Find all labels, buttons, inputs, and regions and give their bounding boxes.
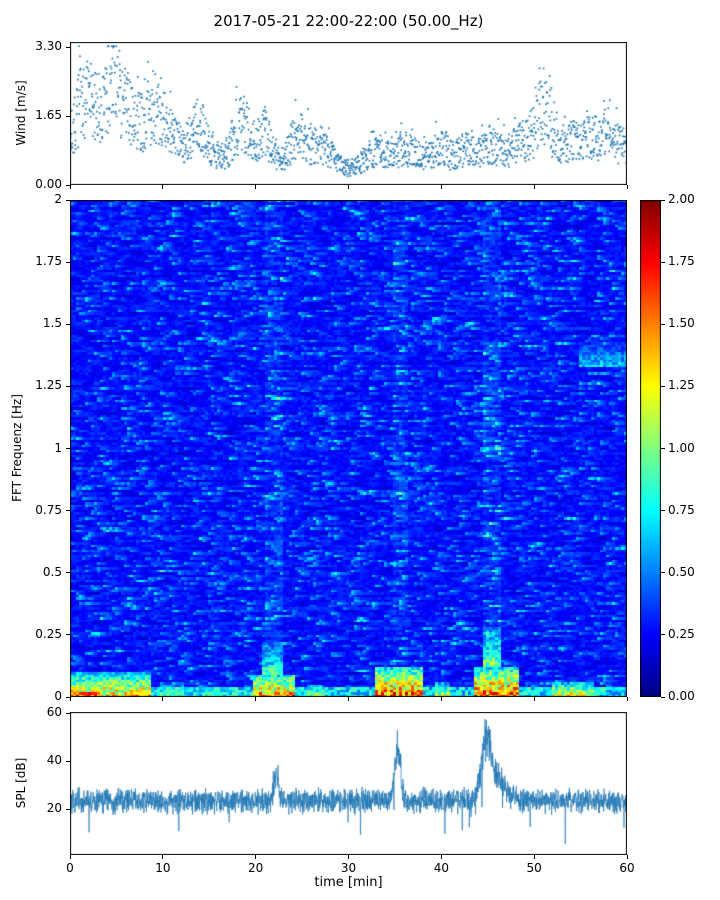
colorbar-canvas [640,200,661,697]
y-tick-label: 0 [54,689,62,703]
y-tick-label: 60 [46,705,62,720]
y-tick-mark [66,385,70,387]
colorbar-tick-label: 1.75 [668,254,695,269]
spl-line-canvas [70,712,627,855]
colorbar-tick-label: 2.00 [668,192,695,206]
x-tick-mark [533,185,535,189]
y-tick-label: 2 [54,192,62,206]
colorbar-tick-mark [661,323,665,325]
y-tick-label: 1.75 [35,254,62,269]
x-tick-label: 10 [155,861,171,875]
y-tick-label: 1.25 [35,378,62,393]
y-tick-label: 1 [54,440,62,455]
y-tick-mark [66,696,70,698]
x-tick-mark [162,697,164,701]
y-tick-label: 3.30 [35,39,62,54]
y-tick-mark [66,448,70,449]
y-tick-mark [66,261,70,263]
colorbar-tick-label: 0.50 [668,564,695,579]
x-tick-mark [440,855,442,859]
x-axis-label: time [min] [314,875,383,890]
y-tick-mark [66,712,70,714]
x-tick-mark [440,185,442,189]
colorbar-tick-label: 1.00 [668,440,695,455]
colorbar-tick-mark [661,510,665,512]
colorbar-tick-mark [661,448,665,449]
colorbar-tick-mark [661,385,665,387]
y-tick-mark [66,46,70,48]
y-tick-mark [66,808,70,810]
colorbar-tick-label: 1.25 [668,378,695,393]
x-tick-mark [162,855,164,859]
x-tick-mark [69,697,71,701]
colorbar-tick-mark [661,572,665,574]
x-tick-mark [533,855,535,859]
x-tick-mark [626,697,628,701]
y-tick-label: 0.25 [35,626,62,641]
y-tick-label: 0.75 [35,502,62,517]
x-tick-mark [348,855,349,859]
x-tick-mark [440,697,442,701]
y-tick-mark [66,510,70,512]
colorbar-tick-mark [661,261,665,263]
colorbar-tick-mark [661,634,665,636]
x-tick-mark [348,185,349,189]
x-tick-mark [255,855,257,859]
x-tick-label: 30 [340,861,357,875]
x-tick-mark [162,185,164,189]
y-tick-mark [66,199,70,201]
x-tick-label: 60 [619,861,635,875]
x-tick-label: 20 [248,861,264,875]
y-tick-label: 20 [46,801,62,816]
y-tick-mark [66,572,70,574]
x-tick-label: 40 [433,861,449,875]
y-tick-label: 0.5 [42,564,62,579]
x-tick-mark [69,855,71,859]
y-tick-label: 1.5 [42,316,62,331]
x-tick-label: 50 [526,861,542,875]
figure-title: 2017-05-21 22:00-22:00 (50.00_Hz) [213,12,484,30]
y-tick-mark [66,184,70,186]
y-tick-mark [66,115,70,117]
x-tick-mark [69,185,71,189]
colorbar-tick-mark [661,696,665,698]
x-tick-mark [255,185,257,189]
y-tick-mark [66,323,70,325]
y-tick-mark [66,760,70,762]
wind-scatter-canvas [70,42,627,185]
x-tick-mark [255,697,257,701]
y-tick-label: 40 [46,753,62,768]
x-tick-mark [626,855,628,859]
y-tick-label: 1.65 [35,108,62,122]
colorbar-tick-label: 0.25 [668,626,695,641]
x-tick-label: 0 [66,861,74,875]
colorbar-tick-label: 0.75 [668,502,695,517]
y-tick-mark [66,634,70,636]
colorbar-tick-label: 1.50 [668,316,695,331]
x-tick-mark [533,697,535,701]
colorbar-tick-mark [661,199,665,201]
x-tick-mark [626,185,628,189]
colorbar-tick-label: 0.00 [668,689,695,703]
x-tick-mark [348,697,349,701]
spectrogram-heatmap-canvas [70,200,627,697]
y-tick-label: 0.00 [35,177,62,191]
